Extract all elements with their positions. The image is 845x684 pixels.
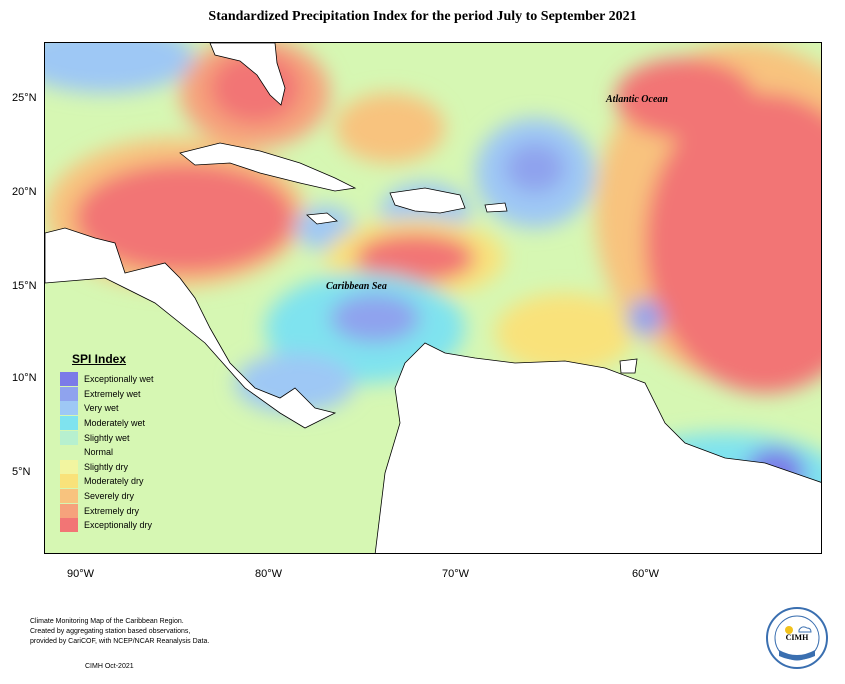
legend-swatch [60,489,78,504]
footer-line-2: Created by aggregating station based obs… [30,628,191,635]
legend-title: SPI Index [72,352,127,366]
longitude-label-90w: 90°W [67,568,95,580]
latitude-label-20n: 20°N [12,186,37,198]
legend-swatch [60,474,78,489]
legend-swatch [60,386,78,401]
legend-swatch [60,401,78,416]
spi-map-graphic [45,43,821,553]
legend-item: Slightly dry [60,459,160,475]
footer-line-3: provided by CariCOF, with NCEP/NCAR Rean… [30,638,210,645]
legend-label: Extremely wet [84,388,141,399]
footer-credit: Climate Monitoring Map of the Caribbean … [30,617,209,647]
legend-item: Extremely dry [60,503,160,518]
legend-swatch [60,430,78,445]
logo-text: CIMH [785,633,809,642]
legend-item: Exceptionally dry [60,518,160,533]
legend-item: Severely dry [60,489,160,504]
legend-swatch [60,445,78,460]
latitude-label-25n: 25°N [12,92,37,104]
latitude-label-5n: 5°N [12,466,31,478]
legend-label: Exceptionally wet [84,374,154,385]
atlantic-ocean-label: Atlantic Ocean [606,94,668,105]
cimh-logo-icon: CIMH [765,606,829,670]
legend-item: Moderately wet [60,416,160,431]
legend-label: Moderately dry [84,476,144,487]
legend-label: Very wet [84,403,119,414]
legend-item: Normal [60,445,160,460]
latitude-label-10n: 10°N [12,372,37,384]
latitude-label-15n: 15°N [12,280,37,292]
legend-label: Severely dry [84,491,135,502]
legend-swatch [60,372,78,387]
spi-legend: SPI Index Exceptionally wet Extremely wet… [60,352,160,533]
legend-label: Moderately wet [84,418,146,429]
legend-swatch [60,518,78,533]
longitude-label-80w: 80°W [255,568,283,580]
legend-swatch [60,503,78,518]
legend-item: Extremely wet [60,386,160,402]
caribbean-sea-label: Caribbean Sea [326,281,387,292]
legend-item: Moderately dry [60,474,160,489]
legend-label: Exceptionally dry [84,520,153,531]
footer-line-1: Climate Monitoring Map of the Caribbean … [30,618,184,625]
legend-label: Slightly dry [84,461,129,472]
legend-item: Very wet [60,401,160,416]
legend-label: Slightly wet [84,432,130,443]
legend-label: Extremely dry [84,505,140,516]
legend-label: Normal [84,447,114,458]
legend-item: Exceptionally wet [60,372,160,387]
longitude-label-70w: 70°W [442,568,470,580]
longitude-label-60w: 60°W [632,568,660,580]
map-title: Standardized Precipitation Index for the… [208,9,637,24]
legend-swatch [60,416,78,431]
map-area: Atlantic Ocean Caribbean Sea [44,42,822,554]
legend-swatch [60,459,78,474]
legend-item: Slightly wet [60,430,160,445]
footer-date: CIMH Oct-2021 [85,663,134,670]
